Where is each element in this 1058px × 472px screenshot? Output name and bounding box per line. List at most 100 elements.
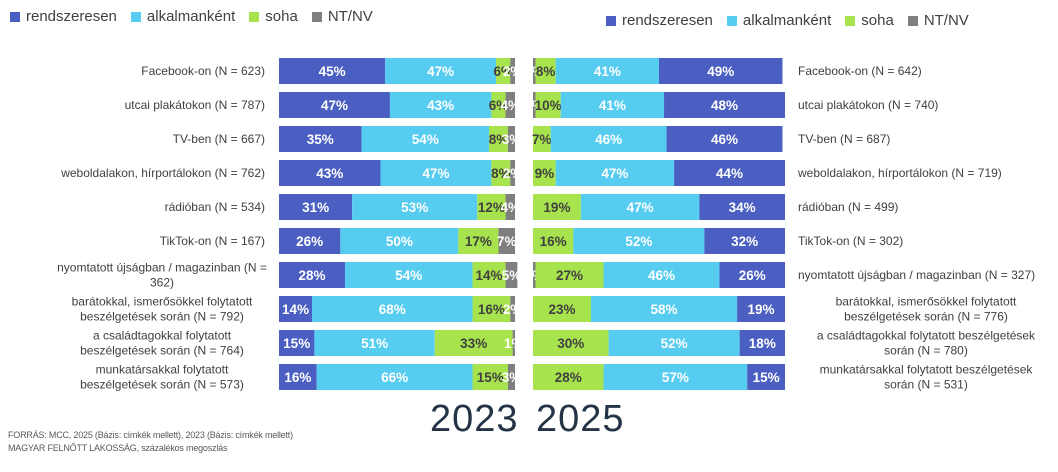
bar-value-label: 15%: [283, 336, 310, 351]
bar-segment-right-4-soha: [533, 194, 581, 220]
bar-value-label: 46%: [595, 132, 622, 147]
bar-value-label: 47%: [321, 98, 348, 113]
bar-segment-left-3-soha: [491, 160, 511, 186]
category-label-right-7: barátokkal, ismerősökkel folytatott beszé…: [836, 295, 1017, 324]
bar-value-label: 45%: [319, 64, 346, 79]
bar-segment-left-6-alkalmanként: [345, 262, 473, 288]
category-label-left-0: Facebook-on (N = 623): [141, 64, 265, 78]
bar-segment-right-6-soha: [535, 262, 604, 288]
legend-item-soha: soha: [249, 8, 298, 25]
bar-value-label: 43%: [427, 98, 454, 113]
bar-value-label: 66%: [381, 370, 408, 385]
legend-label: alkalmanként: [146, 8, 236, 25]
legend-item-ntnv: NT/NV: [907, 12, 969, 29]
bar-value-label: 6%: [489, 98, 509, 113]
bar-value-label: 16%: [540, 234, 567, 249]
bar-segment-left-3-NT/NV: [510, 160, 515, 186]
bar-segment-left-6-NT/NV: [505, 262, 518, 288]
bar-value-label: 51%: [361, 336, 388, 351]
bar-segment-left-8-soha: [434, 330, 513, 356]
category-label-line: munkatársakkal folytatott beszélgetések: [820, 363, 1034, 377]
category-label-line: nyomtatott újságban / magazinban (N =: [57, 261, 267, 275]
bar-value-label: 2%: [503, 64, 523, 79]
bar-segment-right-5-alkalmanként: [573, 228, 705, 254]
bar-segment-left-5-NT/NV: [498, 228, 515, 254]
bar-value-label: 10%: [535, 98, 562, 113]
legend-label: NT/NV: [923, 12, 969, 29]
category-label-line: beszélgetések során (N = 776): [844, 310, 1008, 324]
year-label-2025: 2025: [536, 398, 625, 440]
bar-segment-left-7-rendszeresen: [279, 296, 313, 322]
bar-segment-left-5-rendszeresen: [279, 228, 341, 254]
category-label-right-6: nyomtatott újságban / magazinban (N = 32…: [798, 268, 1035, 282]
bar-value-label: 28%: [555, 370, 582, 385]
legend-item-soha: soha: [845, 12, 894, 29]
category-label-left-7: barátokkal, ismerősökkel folytatott beszé…: [72, 295, 253, 324]
bar-value-label: 7%: [497, 234, 517, 249]
bar-value-label: 28%: [299, 268, 326, 283]
legend-label: soha: [265, 8, 298, 25]
bar-segment-left-0-alkalmanként: [385, 58, 497, 84]
bar-value-label: 53%: [401, 200, 428, 215]
bar-segment-left-7-soha: [472, 296, 511, 322]
source-note: FORRÁS: MCC, 2025 (Bázis: címkék mellett…: [8, 430, 293, 440]
bar-segment-left-4-alkalmanként: [352, 194, 478, 220]
category-label-line: a családtagokkal folytatott beszélgetése…: [817, 329, 1036, 343]
bar-value-label: 2%: [503, 302, 523, 317]
legend-swatch: [130, 11, 141, 22]
legend-2025: rendszeresen alkalmanként soha NT/NV: [606, 12, 969, 29]
bar-value-label: 54%: [412, 132, 439, 147]
bar-value-label: 14%: [476, 268, 503, 283]
bar-value-label: 12%: [478, 200, 505, 215]
bar-value-label: 48%: [711, 98, 738, 113]
legend-item-ntnv: NT/NV: [311, 8, 373, 25]
category-label-left-8: a családtagokkal folytatott beszélgetések…: [80, 329, 244, 358]
legend-item-alkalmankent: alkalmanként: [726, 12, 831, 29]
bar-segment-right-5-soha: [533, 228, 574, 254]
bar-value-label: 8%: [491, 166, 511, 181]
legend-2023: rendszeresen alkalmanként soha NT/NV: [10, 8, 373, 25]
bar-value-label: 17%: [465, 234, 492, 249]
bar-value-label: 41%: [594, 64, 621, 79]
category-label-left-5: TikTok-on (N = 167): [160, 234, 265, 248]
bar-value-label: 44%: [716, 166, 743, 181]
bar-segment-right-2-alkalmanként: [550, 126, 667, 152]
category-label-line: beszélgetések során (N = 792): [80, 310, 244, 324]
category-label-right-2: TV-ben (N = 687): [798, 132, 890, 146]
category-label-left-6: nyomtatott újságban / magazinban (N = 362…: [57, 261, 267, 290]
bar-value-label: 35%: [307, 132, 334, 147]
category-label-line: során (N = 780): [884, 344, 968, 358]
bar-segment-right-7-rendszeresen: [737, 296, 785, 322]
bar-segment-right-0-rendszeresen: [659, 58, 783, 84]
bar-value-label: 47%: [601, 166, 628, 181]
bar-segment-right-8-alkalmanként: [608, 330, 740, 356]
bar-segment-right-0-soha: [535, 58, 556, 84]
bar-value-label: 58%: [651, 302, 678, 317]
bar-segment-left-2-NT/NV: [507, 126, 515, 152]
bar-value-label: 47%: [422, 166, 449, 181]
bar-value-label: 31%: [302, 200, 329, 215]
bar-segment-right-1-alkalmanként: [560, 92, 665, 118]
category-label-right-8: a családtagokkal folytatott beszélgetése…: [817, 329, 1036, 358]
legend-item-alkalmankent: alkalmanként: [130, 8, 236, 25]
bar-segment-left-7-NT/NV: [510, 296, 515, 322]
category-label-line: barátokkal, ismerősökkel folytatott: [72, 295, 253, 309]
category-label-right-4: rádióban (N = 499): [798, 200, 898, 214]
bar-value-label: 15%: [753, 370, 780, 385]
bar-value-label: 19%: [543, 200, 570, 215]
bar-segment-right-7-alkalmanként: [590, 296, 738, 322]
bar-value-label: 52%: [661, 336, 688, 351]
bar-segment-right-3-alkalmanként: [555, 160, 675, 186]
bar-value-label: 8%: [536, 64, 556, 79]
bar-value-label: 15%: [477, 370, 504, 385]
category-label-line: beszélgetések során (N = 573): [80, 378, 244, 392]
bar-segment-right-4-alkalmanként: [580, 194, 700, 220]
category-label-line: beszélgetések során (N = 764): [80, 344, 244, 358]
bar-value-label: 7%: [532, 132, 552, 147]
bar-segment-right-3-soha: [533, 160, 556, 186]
category-label-right-0: Facebook-on (N = 642): [798, 64, 922, 78]
category-label-left-4: rádióban (N = 534): [165, 200, 265, 214]
bar-segment-right-6-rendszeresen: [719, 262, 785, 288]
category-label-right-1: utcai plakátokon (N = 740): [798, 98, 938, 112]
bar-segment-right-6-NT/NV: [533, 262, 536, 288]
